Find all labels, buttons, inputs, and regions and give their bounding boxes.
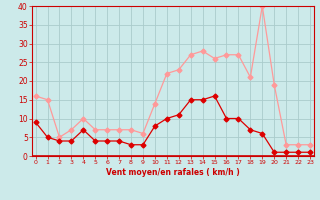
X-axis label: Vent moyen/en rafales ( km/h ): Vent moyen/en rafales ( km/h ) xyxy=(106,168,240,177)
